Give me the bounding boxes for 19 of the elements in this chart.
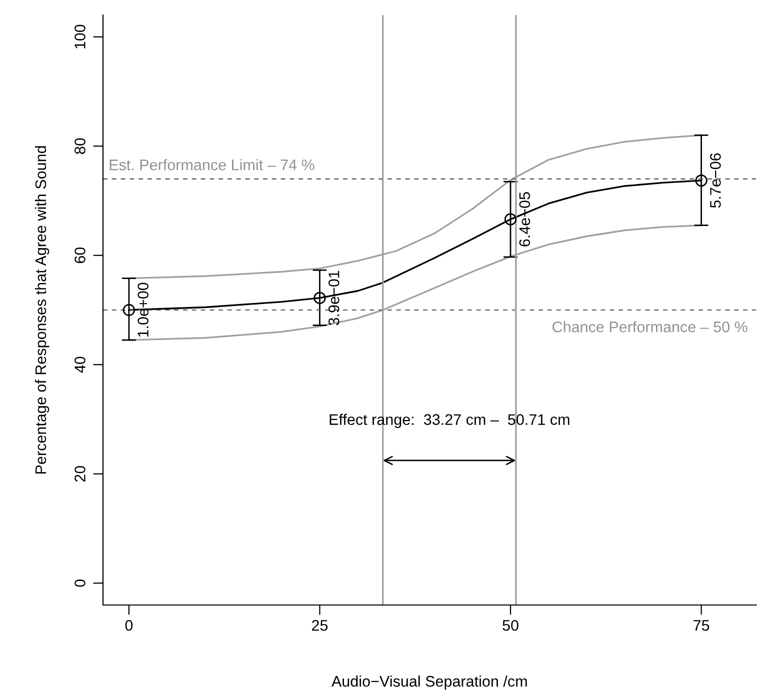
x-tick-label: 0 bbox=[125, 620, 133, 631]
x-tick-label: 75 bbox=[694, 620, 710, 631]
annotation: 3.9e−01 bbox=[328, 270, 340, 326]
y-axis-title: Percentage of Responses that Agree with Sound bbox=[34, 146, 50, 474]
annotation: Effect range: 33.27 cm – 50.71 cm bbox=[330, 414, 570, 428]
x-axis-title: Audio−Visual Separation /cm bbox=[331, 675, 527, 690]
y-tick-label: 80 bbox=[74, 138, 86, 154]
annotation: 1.0e+00 bbox=[138, 282, 148, 337]
y-tick-label: 40 bbox=[74, 356, 86, 373]
y-tick-label: 0 bbox=[74, 579, 86, 587]
x-tick-label: 50 bbox=[502, 620, 518, 631]
x-tick-label: 25 bbox=[312, 620, 328, 631]
ref-line-label: Est. Performance Limit – 74 % bbox=[110, 159, 314, 170]
annotation: 6.4e−05 bbox=[519, 192, 530, 246]
annotation: 5.7e−06 bbox=[710, 153, 721, 208]
y-tick-label: 20 bbox=[74, 466, 86, 482]
y-tick-label: 60 bbox=[74, 247, 86, 264]
y-tick-label: 100 bbox=[74, 24, 86, 48]
ref-line-label: Chance Performance – 50 % bbox=[552, 321, 748, 332]
